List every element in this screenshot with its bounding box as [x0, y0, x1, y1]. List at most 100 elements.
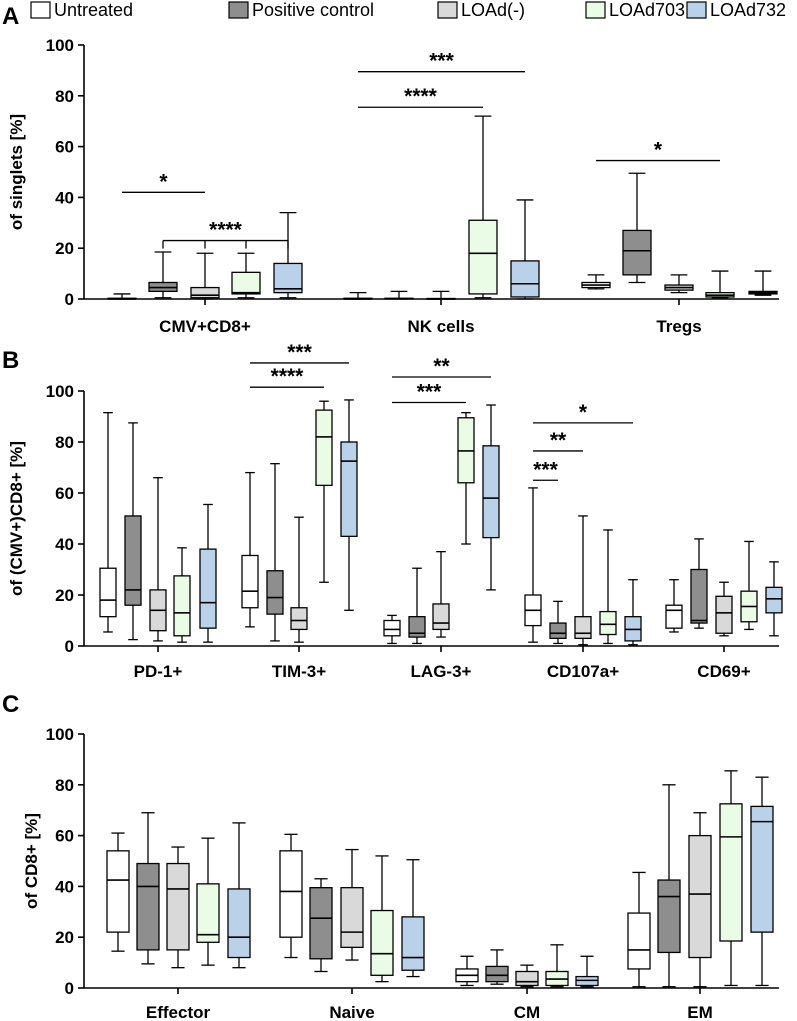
category-label-2: LAG-3+ — [411, 662, 472, 681]
box-body — [468, 219, 498, 295]
y-tick-label: 60 — [55, 484, 74, 503]
box-body — [408, 616, 426, 638]
box-body — [173, 575, 191, 637]
legend-label-3: LOAd703 — [609, 0, 685, 20]
box-body — [273, 262, 303, 294]
box-tregs-1 — [622, 172, 652, 284]
box-body — [315, 409, 333, 486]
box-body — [485, 965, 509, 983]
box-body — [190, 286, 220, 299]
box-body — [665, 604, 683, 629]
y-axis-label: of (CMV+)CD8+ [%] — [7, 441, 26, 596]
category-label-1: NK cells — [407, 317, 474, 336]
box-em-1 — [657, 784, 681, 988]
box-body — [657, 879, 681, 954]
y-tick-label: 20 — [55, 586, 74, 605]
box-body — [290, 607, 308, 631]
box-body — [719, 803, 743, 942]
box-cd69--2 — [715, 581, 733, 637]
category-label-0: Effector — [146, 1003, 211, 1021]
panel-letter-B: B — [2, 347, 19, 374]
significance-bracket-5: ** — [533, 429, 583, 452]
legend-swatch-0 — [30, 1, 51, 19]
box-tim-3--0 — [241, 471, 259, 628]
box-em-3 — [719, 770, 743, 987]
box-cd69--3 — [740, 540, 758, 631]
box-body — [383, 619, 401, 637]
box-cd107a--1 — [549, 600, 567, 645]
box-body — [432, 603, 450, 631]
panel-A: A 0 20 40 60 80 100 of singlets [%] CMV+CD8+ NK c… — [2, 3, 779, 336]
significance-label: * — [159, 170, 168, 193]
box-body — [199, 548, 217, 629]
box-body — [765, 586, 783, 614]
box-body — [166, 862, 190, 951]
legend-label-0: Untreated — [54, 0, 133, 20]
box-body — [510, 260, 540, 298]
box-body — [309, 887, 333, 960]
panel-C: C 0 20 40 60 80 100 of CD8+ [%] Effector Naive CM E… — [2, 691, 779, 1021]
panel-letter-A: A — [2, 3, 19, 30]
box-tim-3--1 — [266, 463, 284, 642]
box-effector-2 — [166, 846, 190, 969]
box-lag-3--0 — [383, 614, 401, 645]
box-pd-1--2 — [149, 477, 167, 642]
box-em-2 — [688, 812, 712, 988]
box-nk-cells-2 — [426, 290, 456, 300]
box-pd-1--0 — [99, 412, 117, 633]
y-tick-label: 100 — [46, 36, 74, 55]
category-label-1: TIM-3+ — [272, 662, 326, 681]
box-body — [231, 271, 261, 295]
box-em-4 — [750, 776, 774, 987]
box-body — [340, 441, 358, 537]
box-tim-3--2 — [290, 516, 308, 643]
box-body — [340, 887, 364, 949]
box-body — [750, 805, 774, 933]
y-axis-label: of singlets [%] — [7, 114, 26, 230]
box-tim-3--4 — [340, 399, 358, 611]
box-em-0 — [627, 871, 651, 988]
box-tregs-0 — [581, 274, 611, 290]
box-cd69--0 — [665, 579, 683, 633]
significance-label: *** — [287, 341, 312, 364]
y-tick-label: 0 — [65, 290, 74, 309]
box-body — [622, 229, 652, 276]
box-lag-3--3 — [457, 412, 475, 545]
box-pd-1--1 — [124, 422, 142, 641]
box-body — [279, 850, 303, 938]
box-cmv-cd8--0 — [107, 293, 137, 300]
y-tick-label: 40 — [55, 188, 74, 207]
box-effector-0 — [106, 832, 130, 952]
y-tick-label: 40 — [55, 877, 74, 896]
legend-swatch-1 — [228, 1, 249, 19]
box-body — [136, 862, 160, 951]
y-tick-label: 40 — [55, 535, 74, 554]
box-pd-1--3 — [173, 547, 191, 643]
category-label-2: CM — [514, 1003, 540, 1021]
box-body — [266, 570, 284, 615]
legend-swatch-4 — [686, 1, 707, 19]
significance-label: **** — [209, 219, 243, 242]
box-body — [688, 834, 712, 959]
box-naive-3 — [370, 855, 394, 983]
box-cm-3 — [545, 944, 569, 988]
category-label-0: CMV+CD8+ — [159, 317, 251, 336]
category-label-3: EM — [687, 1003, 713, 1021]
box-lag-3--2 — [432, 551, 450, 638]
box-body — [515, 970, 539, 987]
y-tick-label: 60 — [55, 827, 74, 846]
y-tick-label: 60 — [55, 138, 74, 157]
category-label-0: PD-1+ — [134, 662, 183, 681]
significance-bracket-0: * — [122, 170, 205, 193]
significance-label: **** — [271, 365, 305, 388]
significance-bracket-4: * — [533, 401, 633, 424]
legend-swatch-2 — [437, 1, 458, 19]
box-naive-0 — [279, 833, 303, 959]
box-cd107a--3 — [599, 529, 617, 645]
box-cd107a--0 — [524, 487, 542, 643]
box-body — [482, 445, 500, 539]
significance-bracket-2: *** — [358, 50, 525, 73]
significance-bracket-6: *** — [533, 458, 559, 481]
box-body — [549, 622, 567, 639]
